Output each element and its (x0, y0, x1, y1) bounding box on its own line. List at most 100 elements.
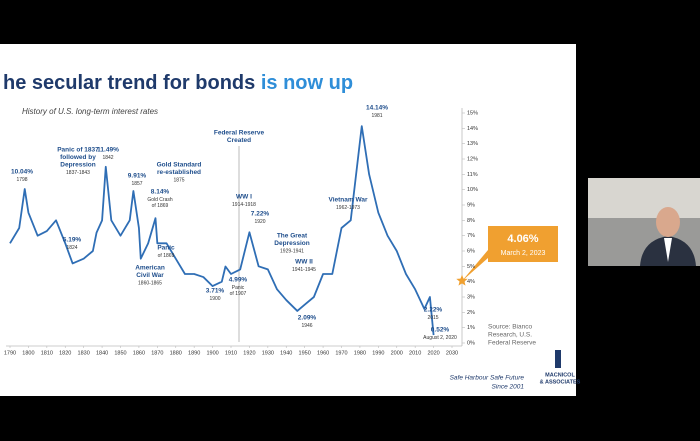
annotation: 5.19% (63, 237, 82, 244)
annotation: 1824 (66, 245, 77, 251)
x-tick-label: 1860 (133, 350, 145, 356)
x-tick-label: 1840 (96, 350, 108, 356)
annotation: 8.14% (151, 189, 170, 196)
x-tick-label: 1960 (317, 350, 329, 356)
annotation: 10.04% (11, 169, 33, 176)
y-tick-label: 12% (467, 156, 478, 162)
x-tick-label: 1800 (22, 350, 34, 356)
annotation: WW I (236, 194, 252, 201)
annotation: followed by (60, 154, 96, 161)
y-tick-label: 15% (467, 110, 478, 116)
annotation: 1981 (371, 113, 382, 119)
y-tick-label: 13% (467, 141, 478, 147)
annotation: Gold Standard (157, 162, 202, 169)
annotation: 1914-1918 (232, 202, 256, 208)
annotation: 3.71% (206, 288, 225, 295)
x-tick-label: 1890 (188, 350, 200, 356)
x-tick-label: 1790 (4, 350, 16, 356)
annotation: 1837-1843 (66, 170, 90, 176)
annotation: re-established (157, 169, 201, 176)
x-tick-label: 2030 (446, 350, 458, 356)
callout-date: March 2, 2023 (501, 250, 546, 257)
y-tick-label: 6% (467, 248, 475, 254)
y-tick-label: 9% (467, 202, 475, 208)
annotation: of 1869 (158, 253, 175, 259)
y-tick-label: 1% (467, 325, 475, 331)
x-tick-label: 1930 (262, 350, 274, 356)
x-tick-label: 1810 (41, 350, 53, 356)
y-tick-label: 14% (467, 126, 478, 132)
logo-lighthouse (555, 350, 561, 368)
person-head (656, 207, 680, 237)
annotation: 1900 (209, 296, 220, 302)
y-tick-label: 8% (467, 218, 475, 224)
callout-box (488, 226, 558, 262)
source: Federal Reserve (488, 340, 536, 347)
annotation: Panic (157, 245, 175, 252)
x-tick-label: 1880 (170, 350, 182, 356)
x-tick-label: 1910 (225, 350, 237, 356)
annotation: 0.52% (431, 327, 450, 334)
x-tick-label: 2000 (391, 350, 403, 356)
x-tick-label: 1900 (206, 350, 218, 356)
annotation: Created (227, 137, 251, 144)
annotation: The Great (277, 233, 308, 240)
annotation: Panic of 1837 (57, 147, 99, 154)
footer: Safe Harbour Safe Future (450, 375, 525, 382)
annotation: 1860-1865 (138, 280, 162, 286)
x-tick-label: 1830 (78, 350, 90, 356)
annotation: 2.09% (298, 315, 317, 322)
annotation: of 1869 (152, 203, 169, 209)
y-tick-label: 4% (467, 279, 475, 285)
y-tick-label: 3% (467, 294, 475, 300)
subtitle: History of U.S. long-term interest rates (22, 107, 158, 116)
x-tick-label: 1980 (354, 350, 366, 356)
callout-pointer (462, 250, 488, 281)
logo: & ASSOCIATES (540, 379, 581, 385)
y-tick-label: 2% (467, 310, 475, 316)
annotation: Depression (274, 240, 309, 247)
video-wall (588, 178, 700, 218)
annotation: 1929-1941 (280, 248, 304, 254)
annotation: American (135, 265, 165, 272)
slide-title: he secular trend for bonds is now up (3, 72, 353, 94)
x-tick-label: 2010 (409, 350, 421, 356)
x-tick-label: 1920 (243, 350, 255, 356)
annotation: 1962-1973 (336, 205, 360, 211)
annotation: Panic (232, 285, 245, 291)
source: Research, U.S. (488, 332, 532, 339)
latest-star (456, 274, 468, 286)
x-tick-label: 1870 (151, 350, 163, 356)
annotation: 1946 (301, 323, 312, 329)
x-tick-label: 1970 (335, 350, 347, 356)
annotation: Vietnam War (328, 197, 367, 204)
person-shirt (664, 238, 672, 262)
y-tick-label: 10% (467, 187, 478, 193)
annotation: Gold Crash (147, 197, 173, 203)
annotation: Federal Reserve (214, 130, 265, 137)
x-tick-label: 1990 (372, 350, 384, 356)
annotation: Civil War (136, 272, 164, 279)
annotation: Depression (60, 162, 95, 169)
x-tick-label: 1950 (299, 350, 311, 356)
footer: Since 2001 (491, 384, 524, 391)
annotation: 1798 (16, 177, 27, 183)
slide (0, 44, 576, 396)
x-tick-label: 1940 (280, 350, 292, 356)
annotation: 1920 (254, 219, 265, 225)
y-tick-label: 11% (467, 172, 478, 178)
annotation: 11.49% (97, 147, 119, 154)
annotation: 2015 (427, 315, 438, 321)
x-tick-label: 1850 (114, 350, 126, 356)
annotation: 9.91% (128, 173, 147, 180)
rate-line (9, 125, 435, 336)
annotation: WW II (295, 259, 313, 266)
annotation: 2.22% (424, 307, 443, 314)
annotation: 1842 (102, 155, 113, 161)
annotation: 14.14% (366, 105, 388, 112)
annotation: 1857 (131, 181, 142, 187)
annotation: August 2, 2020 (423, 335, 457, 341)
callout-value: 4.06% (507, 233, 538, 245)
y-tick-label: 0% (467, 340, 475, 346)
